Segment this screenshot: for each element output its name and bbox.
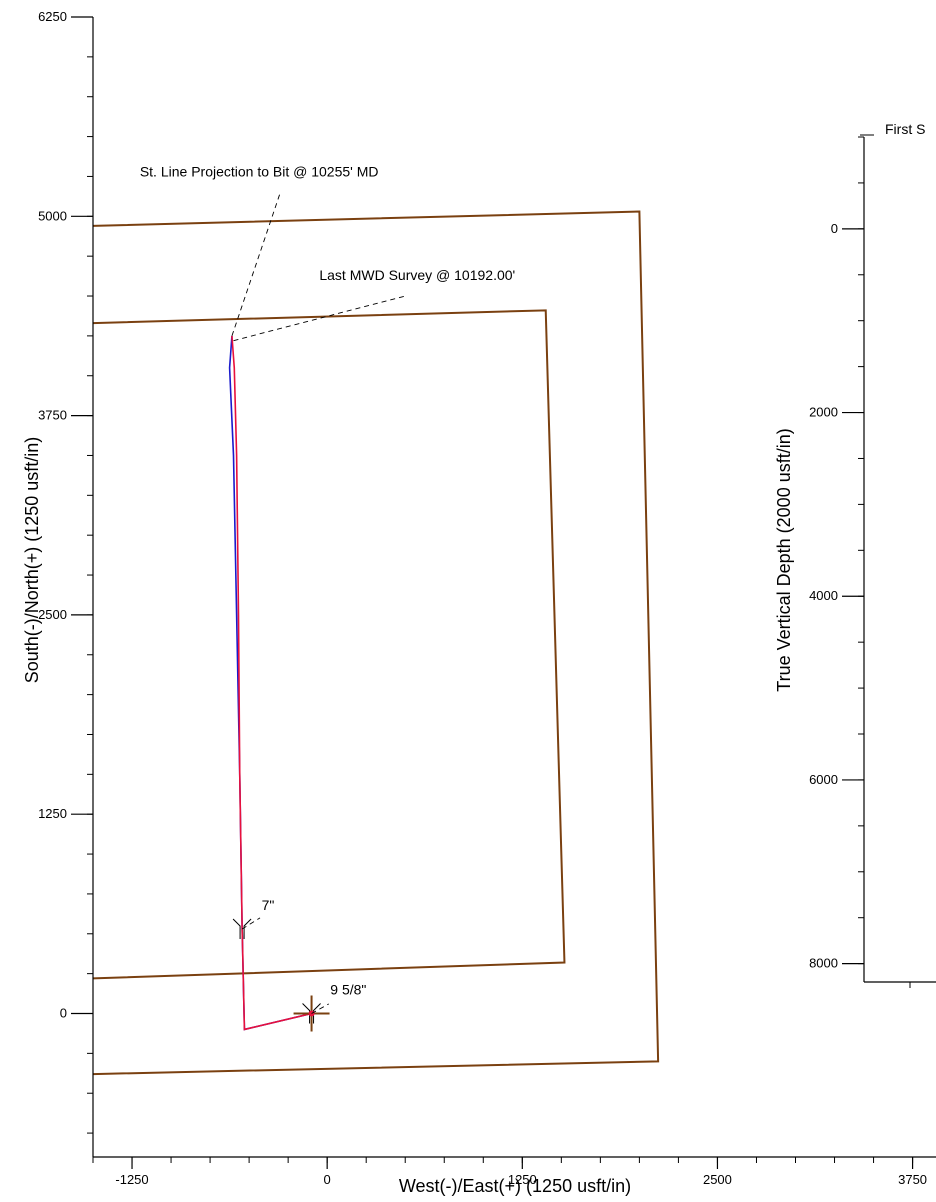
x-tick-label: 3750 <box>898 1172 927 1187</box>
annotation-label: 9 5/8" <box>330 981 366 997</box>
y-axis-title: South(-)/North(+) (1250 usft/in) <box>22 437 42 684</box>
casing-flag-left <box>302 1003 311 1024</box>
tvd-tick-label: 6000 <box>809 772 838 787</box>
tvd-tick-label: 8000 <box>809 956 838 971</box>
plan-axes: -1250 0 1250 2500 3750 0 1250 2500 3750 5000 6250 <box>38 9 936 1187</box>
outer-lease-line <box>92 210 660 1076</box>
casing-marks <box>232 918 330 1032</box>
plan-view-chart: St. Line Projection to Bit @ 10255' MD La… <box>22 9 936 1196</box>
x-axis-title: West(-)/East(+) (1250 usft/in) <box>399 1176 631 1196</box>
annotation-label: 7" <box>262 897 275 913</box>
annotations: St. Line Projection to Bit @ 10255' MD La… <box>140 163 515 1014</box>
tvd-axis-title: True Vertical Depth (2000 usft/in) <box>774 428 794 691</box>
casing-flag-right <box>313 1003 321 1024</box>
wellpath-line-2 <box>231 335 312 1031</box>
y-tick-label: 5000 <box>38 208 67 223</box>
vertical-section-chart: 0 2000 4000 6000 8000 First S True Vertical … <box>774 121 936 988</box>
inner-setback-line <box>92 309 566 980</box>
casing-flag-left <box>232 918 241 939</box>
tvd-tick-label: 2000 <box>809 405 838 420</box>
y-tick-label: 2500 <box>38 607 67 622</box>
casing-symbol <box>232 918 252 939</box>
x-tick-label: 2500 <box>703 1172 732 1187</box>
tvd-tick-label: 4000 <box>809 588 838 603</box>
casing-flag-right <box>243 918 252 939</box>
vertical-section-axes: 0 2000 4000 6000 8000 <box>809 134 936 988</box>
y-tick-label: 1250 <box>38 806 67 821</box>
annotation-leader <box>233 295 406 342</box>
annotation-label: Last MWD Survey @ 10192.00' <box>319 267 515 283</box>
x-tick-label: -1250 <box>115 1172 148 1187</box>
annotation-leader <box>231 192 281 337</box>
vertical-section-title-fragment: First S <box>885 121 925 137</box>
tvd-tick-label: 0 <box>831 221 838 236</box>
annotation-leader <box>241 917 261 930</box>
x-tick-label: 0 <box>324 1172 331 1187</box>
casing-symbol <box>302 1003 321 1024</box>
annotation-leader <box>311 1003 329 1014</box>
wellpath-series <box>228 335 312 1031</box>
y-tick-label: 6250 <box>38 9 67 24</box>
y-tick-label: 0 <box>60 1006 67 1021</box>
annotation-label: St. Line Projection to Bit @ 10255' MD <box>140 163 379 179</box>
x-tick-label: 1250 <box>508 1172 537 1187</box>
y-tick-label: 3750 <box>38 408 67 423</box>
lease-boundaries <box>92 210 660 1076</box>
